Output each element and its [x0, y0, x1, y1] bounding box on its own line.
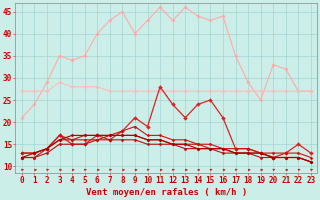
X-axis label: Vent moyen/en rafales ( km/h ): Vent moyen/en rafales ( km/h ) — [86, 188, 247, 197]
